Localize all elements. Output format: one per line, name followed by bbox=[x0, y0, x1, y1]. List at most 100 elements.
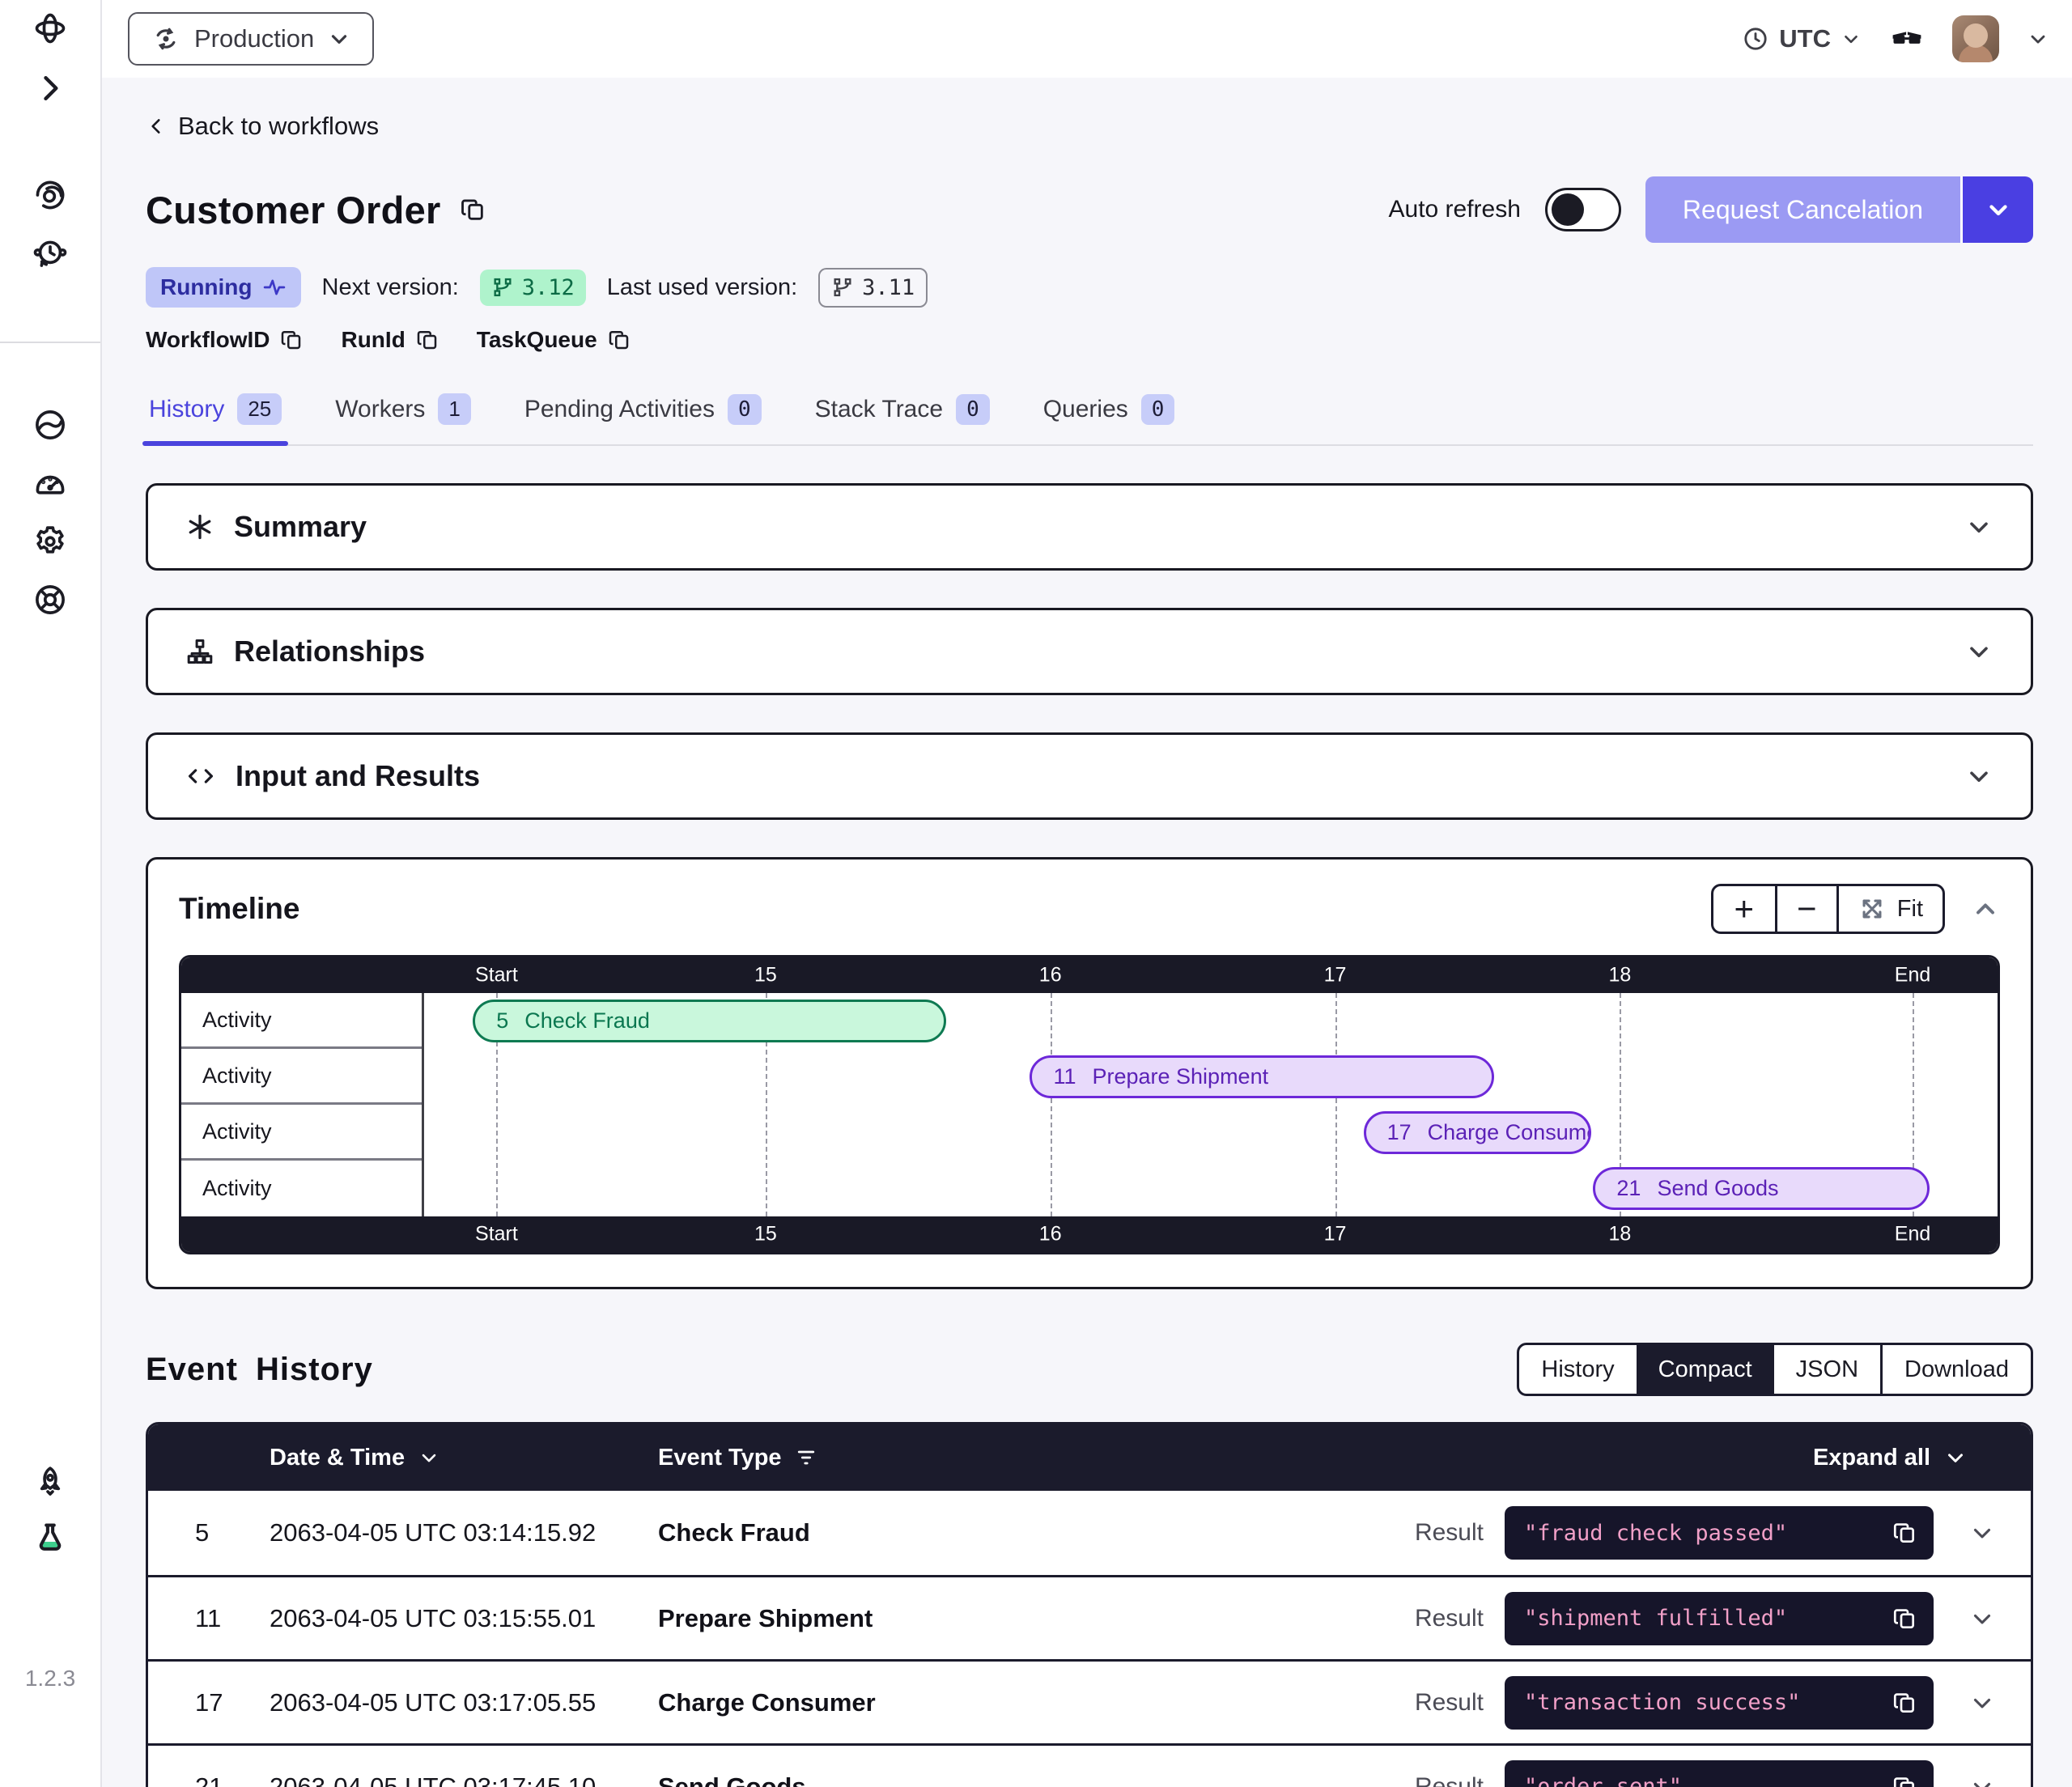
result-code-chip: "fraud check passed" bbox=[1505, 1506, 1934, 1560]
task-queue-copy[interactable]: TaskQueue bbox=[477, 327, 631, 353]
row-expand-chevron[interactable] bbox=[1934, 1605, 2031, 1632]
app-logo-icon[interactable] bbox=[32, 10, 69, 47]
column-date-time[interactable]: Date & Time bbox=[270, 1445, 658, 1471]
chevron-down-icon bbox=[1845, 35, 1858, 44]
row-expand-chevron[interactable] bbox=[1934, 1689, 2031, 1717]
back-to-workflows-link[interactable]: Back to workflows bbox=[146, 112, 379, 141]
tab-stack-trace[interactable]: Stack Trace 0 bbox=[812, 393, 993, 444]
view-mode-compact[interactable]: Compact bbox=[1636, 1345, 1774, 1394]
copy-icon[interactable] bbox=[1892, 1690, 1917, 1716]
labs-flask-icon[interactable] bbox=[32, 1520, 69, 1557]
chevron-down-icon[interactable] bbox=[1964, 637, 1993, 666]
gridline bbox=[1913, 993, 1915, 1216]
row-expand-chevron[interactable] bbox=[1934, 1519, 2031, 1547]
chevron-down-icon[interactable] bbox=[1964, 512, 1993, 541]
event-label: Send Goods bbox=[1657, 1176, 1779, 1200]
user-avatar[interactable] bbox=[1952, 15, 1999, 62]
cancelation-menu-caret[interactable] bbox=[1960, 176, 2033, 243]
event-history-header: Date & Time Event Type Expand all bbox=[148, 1424, 2031, 1491]
event-label: Charge Consumer bbox=[1427, 1120, 1592, 1144]
tab-pending-activities[interactable]: Pending Activities 0 bbox=[521, 393, 765, 444]
result-label: Result bbox=[1414, 1604, 1484, 1632]
schedules-icon[interactable] bbox=[32, 235, 69, 272]
namespace-switcher-button[interactable]: Production bbox=[128, 12, 375, 66]
timeline-bar-send-goods[interactable]: 21 Send Goods bbox=[1593, 1167, 1930, 1210]
event-history-table: Date & Time Event Type Expand all bbox=[146, 1422, 2033, 1787]
chevron-down-icon bbox=[1973, 1528, 1991, 1539]
nexus-icon[interactable] bbox=[32, 406, 69, 444]
event-row[interactable]: 5 2063-04-05 UTC 03:14:15.92 Check Fraud… bbox=[148, 1491, 2031, 1575]
whats-new-rocket-icon[interactable] bbox=[32, 1463, 69, 1500]
auto-refresh-toggle[interactable] bbox=[1544, 188, 1621, 231]
event-id: 17 bbox=[1386, 1120, 1412, 1144]
column-event-type[interactable]: Event Type bbox=[658, 1445, 1813, 1471]
chevron-down-icon bbox=[1973, 1698, 1991, 1708]
collapse-chevron-up-icon[interactable] bbox=[1971, 894, 2000, 923]
request-cancelation-label[interactable]: Request Cancelation bbox=[1645, 176, 1960, 243]
copy-icon[interactable] bbox=[1892, 1774, 1917, 1787]
copy-icon bbox=[609, 331, 628, 350]
timeline-bar-prepare-shipment[interactable]: 11 Prepare Shipment bbox=[1030, 1055, 1494, 1098]
summary-accordion[interactable]: Summary bbox=[146, 483, 2033, 571]
run-id-copy[interactable]: RunId bbox=[341, 327, 439, 353]
gridline bbox=[496, 993, 499, 1216]
sidebar-expand-icon[interactable] bbox=[32, 70, 69, 107]
gridline bbox=[1620, 993, 1622, 1216]
tab-queries[interactable]: Queries 0 bbox=[1040, 393, 1178, 444]
main-area: Production UTC bbox=[102, 0, 2072, 1787]
result-label: Result bbox=[1414, 1688, 1484, 1716]
workflow-id-copy[interactable]: WorkflowID bbox=[146, 327, 304, 353]
view-mode-json[interactable]: JSON bbox=[1795, 1356, 1859, 1382]
row-expand-chevron[interactable] bbox=[1934, 1773, 2031, 1787]
event-label: Check Fraud bbox=[524, 1008, 650, 1033]
download-button[interactable]: Download bbox=[1880, 1345, 2031, 1394]
summary-asterisk-icon bbox=[189, 514, 211, 540]
last-version-value: 3.11 bbox=[862, 274, 915, 300]
copy-icon[interactable] bbox=[1892, 1606, 1917, 1632]
usage-icon[interactable] bbox=[32, 465, 69, 502]
accordion-title: Relationships bbox=[234, 635, 426, 668]
timeline-row-label: Activity bbox=[202, 1176, 272, 1200]
copy-icon[interactable] bbox=[1892, 1520, 1917, 1546]
timeline-bar-check-fraud[interactable]: 5 Check Fraud bbox=[473, 1000, 947, 1042]
timezone-selector[interactable]: UTC bbox=[1742, 24, 1862, 53]
settings-gear-icon[interactable] bbox=[32, 523, 69, 560]
event-row[interactable]: 21 2063-04-05 UTC 03:17:45.10 Send Goods… bbox=[148, 1743, 2031, 1787]
event-row-id: 21 bbox=[195, 1772, 223, 1787]
zoom-fit-button[interactable]: Fit bbox=[1836, 886, 1942, 932]
timeline-bar-charge-consumer[interactable]: 17 Charge Consumer bbox=[1363, 1111, 1592, 1154]
timeline-section: Timeline + − Fit bbox=[146, 857, 2033, 1289]
relationships-accordion[interactable]: Relationships bbox=[146, 608, 2033, 695]
request-cancelation-button[interactable]: Request Cancelation bbox=[1645, 176, 2033, 243]
namespace-label: Production bbox=[194, 24, 315, 53]
axis-tick: Start bbox=[475, 963, 518, 987]
zoom-out-button[interactable]: − bbox=[1774, 886, 1836, 932]
tab-workers[interactable]: Workers 1 bbox=[332, 393, 474, 444]
chevron-down-icon bbox=[332, 35, 347, 44]
result-code-chip: "transaction success" bbox=[1505, 1675, 1934, 1730]
axis-tick: End bbox=[1894, 1222, 1931, 1246]
zoom-in-button[interactable]: + bbox=[1734, 889, 1755, 927]
sort-chevron-icon bbox=[422, 1454, 436, 1462]
user-menu-chevron-icon[interactable] bbox=[2027, 28, 2049, 50]
dev-mode-glasses-icon[interactable] bbox=[1889, 21, 1925, 57]
accordion-title: Summary bbox=[234, 510, 367, 543]
event-row-type: Send Goods bbox=[658, 1772, 806, 1787]
event-row[interactable]: 11 2063-04-05 UTC 03:15:55.01 Prepare Sh… bbox=[148, 1575, 2031, 1659]
view-mode-history[interactable]: History bbox=[1541, 1356, 1615, 1382]
result-value: "transaction success" bbox=[1524, 1690, 1801, 1715]
workflows-icon[interactable] bbox=[32, 176, 69, 214]
expand-all-button[interactable]: Expand all bbox=[1813, 1445, 2031, 1471]
support-lifebuoy-icon[interactable] bbox=[32, 581, 69, 618]
event-row[interactable]: 17 2063-04-05 UTC 03:17:05.55 Charge Con… bbox=[148, 1659, 2031, 1743]
sidebar-middle-group bbox=[32, 406, 69, 618]
result-code-chip: "order sent" bbox=[1505, 1759, 1934, 1787]
accordion-title: Input and Results bbox=[236, 759, 481, 792]
axis-tick: 18 bbox=[1608, 1222, 1632, 1246]
event-row-time: 2063-04-05 UTC 03:17:45.10 bbox=[270, 1772, 597, 1787]
chevron-down-icon[interactable] bbox=[1964, 762, 1993, 791]
tab-history[interactable]: History 25 bbox=[142, 393, 289, 446]
copy-title-icon[interactable] bbox=[459, 196, 486, 223]
input-results-accordion[interactable]: Input and Results bbox=[146, 732, 2033, 820]
